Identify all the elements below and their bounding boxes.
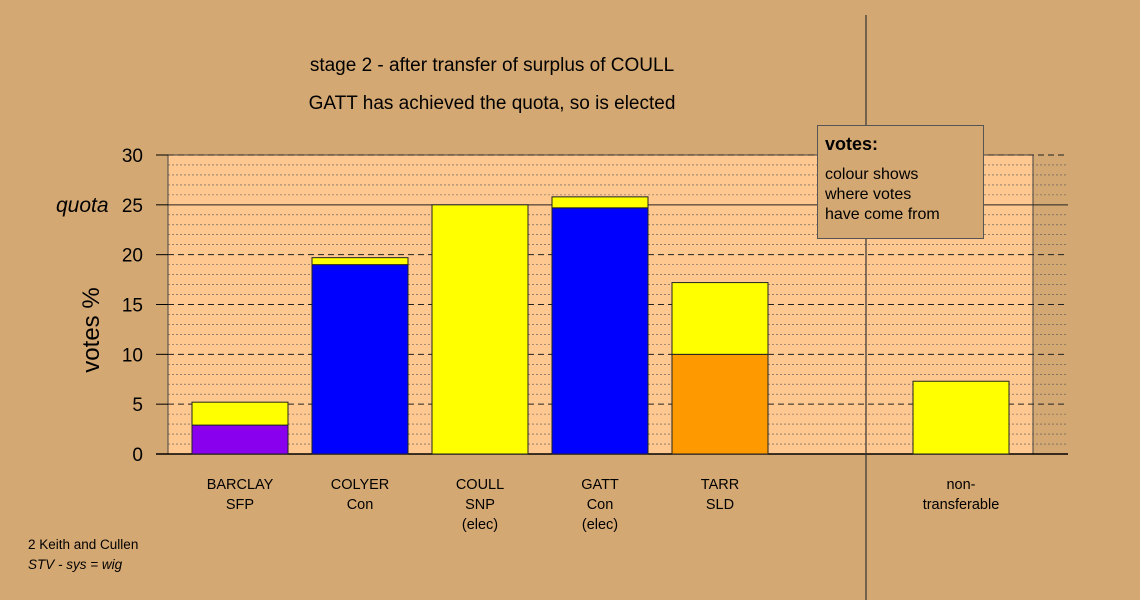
category-label: BARCLAY SFP <box>180 475 300 515</box>
category-party: Con <box>346 497 374 513</box>
legend-box: votes: colour shows where votes have com… <box>817 125 984 239</box>
legend-line: have come from <box>825 206 940 223</box>
category-name: TARR <box>700 477 740 493</box>
category-name: COULL <box>455 477 505 493</box>
category-note: (elec) <box>581 517 619 533</box>
y-tick-label: 0 <box>132 445 143 466</box>
y-tick-label: 20 <box>122 246 143 267</box>
bar-segment <box>191 424 289 455</box>
legend-line: where votes <box>825 186 912 203</box>
category-party: transferable <box>922 497 1000 513</box>
bar-segment <box>431 204 529 455</box>
category-name: COLYER <box>330 477 390 493</box>
bar-segment <box>311 264 409 455</box>
category-party: SLD <box>705 497 735 513</box>
legend-line: colour shows <box>825 166 919 183</box>
quota-label: quota <box>56 194 109 217</box>
category-note: (elec) <box>461 517 499 533</box>
category-party: SNP <box>465 497 495 513</box>
bar-segment <box>551 196 649 209</box>
bar-segment <box>191 401 289 426</box>
y-tick-label: 30 <box>122 146 143 167</box>
category-label: COLYER Con <box>300 475 420 515</box>
footer-system: STV - sys = wig <box>28 557 123 572</box>
category-party: Con <box>586 497 614 513</box>
bar-segment <box>671 353 769 455</box>
y-tick-label: 25 <box>122 196 143 217</box>
chart-title: stage 2 - after transfer of surplus of C… <box>309 55 675 76</box>
category-label: TARR SLD <box>660 475 780 515</box>
category-party: SFP <box>225 497 255 513</box>
legend-heading: votes: <box>825 134 879 154</box>
footer-source: 2 Keith and Cullen <box>28 537 139 552</box>
y-tick-label: 15 <box>122 296 143 317</box>
bar-segment <box>671 282 769 355</box>
category-name: GATT <box>581 477 619 493</box>
category-label: GATT Con (elec) <box>540 475 660 535</box>
category-label: non-transferable <box>901 475 1021 515</box>
category-name: BARCLAY <box>206 477 274 493</box>
y-tick-label: 10 <box>122 345 143 366</box>
y-tick-label: 5 <box>132 395 143 416</box>
category-label: COULL SNP (elec) <box>420 475 540 535</box>
bar-segment <box>912 380 1010 455</box>
y-axis-label: votes % <box>78 287 105 373</box>
chart-subtitle: GATT has achieved the quota, so is elect… <box>308 93 676 114</box>
bar-segment <box>551 207 649 455</box>
category-name: non- <box>946 477 976 493</box>
bar-segment <box>311 257 409 266</box>
footer-note: 2 Keith and Cullen STV - sys = wig <box>28 535 138 575</box>
